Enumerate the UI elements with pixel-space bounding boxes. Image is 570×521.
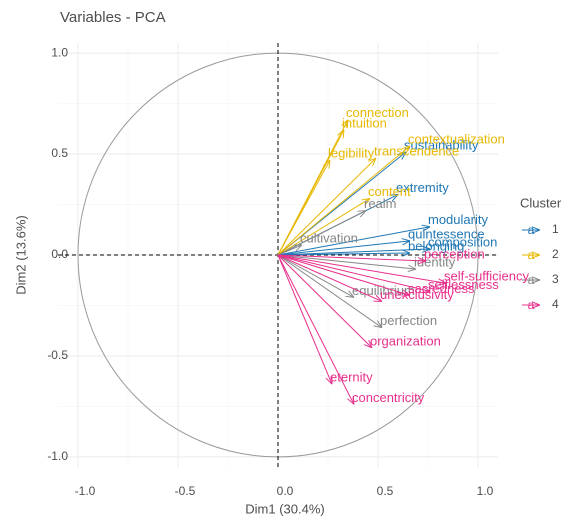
x-tick-label: 0.0 [277,484,294,498]
variable-label: transcendence [374,144,459,159]
variable-arrow [277,158,376,256]
variable-arrow [277,254,416,269]
legend-glyph: a [528,298,535,312]
variable-arrow [277,146,410,256]
legend-label: 2 [552,247,559,261]
y-axis-label: Dim2 (13.6%) [13,215,28,294]
y-tick-label: 0.0 [51,247,68,261]
variable-arrow [277,254,354,404]
variable-arrow [277,254,430,291]
y-tick-label: -0.5 [47,348,68,362]
variable-label: extremity [396,180,449,195]
variable-label: content [368,184,411,199]
variable-label: self-sufficiency [444,269,530,284]
variable-arrow [277,254,426,261]
variable-label: eternity [330,370,373,385]
variable-label: equilibrium [352,283,415,298]
variable-arrow [277,254,382,301]
variable-arrow [277,160,330,256]
variable-label: perfection [380,313,437,328]
legend-label: 3 [552,272,559,286]
variable-arrow [277,254,354,297]
legend-label: 1 [552,222,559,236]
variable-label: quintessence [408,226,485,241]
variable-label: unexclusivity [380,287,454,302]
x-tick-label: 1.0 [477,484,494,498]
variable-arrow [277,253,410,255]
y-tick-label: 0.5 [51,146,68,160]
variable-label: modularity [428,212,488,227]
variable-arrow [277,254,332,384]
y-tick-label: 1.0 [51,45,68,59]
x-tick-label: -0.5 [175,484,196,498]
variable-arrow [277,227,430,256]
variable-label: cultivation [300,230,358,245]
variable-label: contextualization [408,131,505,146]
variable-arrow [277,254,382,328]
variable-label: sacredness [408,281,475,296]
variable-label: selflessness [428,277,499,292]
x-axis-label: Dim1 (30.4%) [245,501,324,516]
variable-label: intuition [342,115,387,130]
legend-label: 4 [552,297,559,311]
variable-label: composition [428,234,497,249]
variable-label: realm [364,196,397,211]
y-tick-label: -1.0 [47,449,68,463]
variable-label: organization [370,333,441,348]
x-tick-label: -1.0 [75,484,96,498]
variable-arrow [277,241,410,256]
variable-arrow [277,211,366,256]
variable-arrow [277,254,410,295]
x-tick-label: 0.5 [377,484,394,498]
variable-label: belonging [408,238,464,253]
variable-label: perception [424,246,485,261]
variable-arrow [277,198,370,256]
legend-glyph: a [528,248,535,262]
variable-label: legibility [328,146,375,161]
legend-glyph: a [528,273,535,287]
variable-label: concentricity [352,390,425,405]
variable-label: sustainability [404,137,479,152]
legend-glyph: a [528,223,535,237]
legend-title: Cluster [520,195,562,210]
variable-arrow [277,254,446,283]
variable-arrow [277,254,372,348]
chart-title: Variables - PCA [60,9,166,26]
variable-arrow [277,245,302,256]
variable-label: connection [346,105,409,120]
